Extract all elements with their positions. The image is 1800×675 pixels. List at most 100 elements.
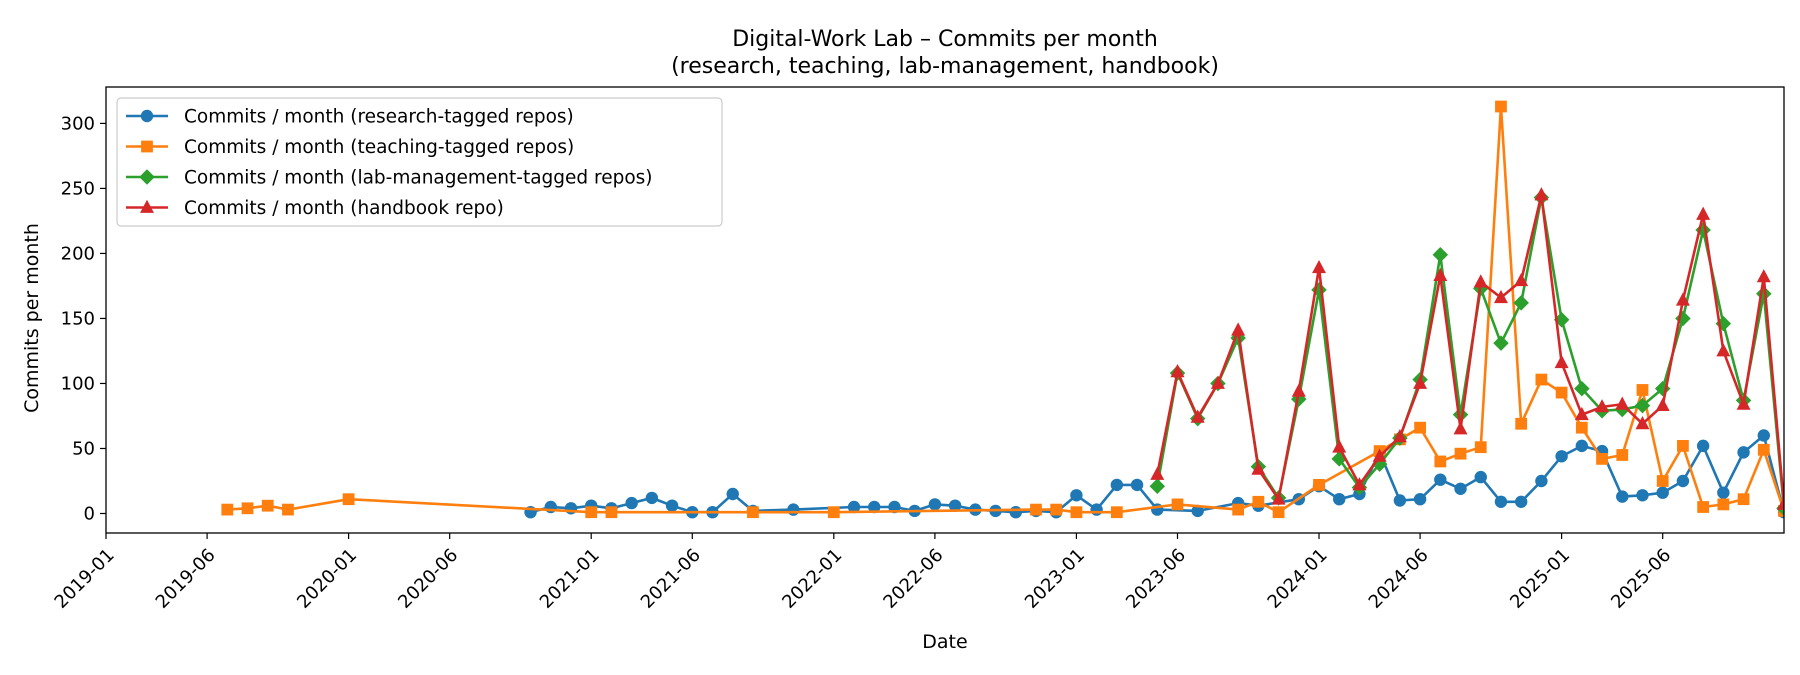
data-point-teaching-2025-02: [1575, 421, 1588, 434]
data-point-research-2022-02: [847, 500, 861, 514]
plot-frame: [105, 86, 1785, 534]
data-point-research-2025-09: [1717, 486, 1730, 499]
data-point-research-2024-08: [1454, 482, 1467, 495]
data-point-teaching-2025-05: [1636, 384, 1649, 396]
x-axis-ticks: 2019-01 2019-06 2020-01 2020-06 2021-01 2021-…: [51, 533, 1675, 613]
x-tick-label: 2020-06: [394, 545, 462, 613]
data-point-research-2025-01: [1555, 450, 1568, 463]
y-axis-ticks: 0 50 100 150 200 250 300: [61, 113, 106, 524]
data-point-teaching-2025-08: [1697, 501, 1710, 513]
chart-title-line-1: Digital-Work Lab – Commits per month: [732, 27, 1158, 52]
data-point-handbook-2024-11: [1514, 272, 1529, 287]
data-point-research-2022-07: [948, 499, 962, 512]
data-point-research-2024-06: [1413, 492, 1427, 506]
data-point-teaching-2025-09: [1717, 498, 1730, 511]
data-point-teaching-2024-07: [1434, 455, 1447, 468]
chart-title-line-2: (research, teaching, lab-management, han…: [671, 54, 1219, 79]
legend-item-lab-management: Commits / month (lab-management-tagged r…: [126, 168, 653, 189]
x-tick-label: 2024-06: [1365, 545, 1433, 613]
data-point-research-2022-06: [928, 498, 942, 511]
x-tick-label: 2023-01: [1021, 545, 1089, 613]
data-point-research-2024-12: [1535, 474, 1548, 488]
data-point-teaching-2024-11: [1515, 417, 1528, 430]
data-point-research-2023-07: [1191, 504, 1204, 518]
data-point-handbook-2024-10: [1493, 289, 1508, 304]
data-point-handbook-2024-02: [1332, 439, 1347, 453]
data-point-teaching-2023-10: [1252, 495, 1265, 508]
data-point-research-2024-05: [1393, 494, 1407, 507]
data-point-research-2025-11: [1757, 429, 1770, 442]
data-point-handbook-2025-02: [1574, 406, 1589, 421]
x-tick-label: 2025-01: [1506, 545, 1574, 613]
data-point-teaching-2024-01: [1313, 478, 1325, 491]
data-point-research-2022-03: [868, 500, 881, 514]
data-point-handbook-2023-05: [1150, 466, 1165, 480]
y-tick-label: 50: [72, 438, 95, 459]
data-point-research-2023-04: [1130, 478, 1144, 492]
data-point-lab-management-2023-05: [1149, 478, 1166, 494]
data-point-lab-management-2025-02: [1574, 380, 1590, 397]
data-point-lab-management-2024-08: [1452, 406, 1469, 423]
data-point-research-2021-08: [726, 487, 739, 501]
data-point-research-2024-10: [1494, 495, 1508, 508]
y-tick-label: 0: [84, 503, 95, 524]
series-layer: [221, 100, 1784, 519]
y-tick-label: 250: [61, 178, 95, 199]
x-tick-label: 2019-01: [51, 545, 119, 613]
data-point-research-2025-07: [1676, 474, 1690, 488]
legend-label-research: Commits / month (research-tagged repos): [184, 107, 574, 128]
x-tick-label: 2021-06: [637, 545, 705, 613]
data-point-lab-management-2024-07: [1432, 246, 1449, 263]
data-point-lab-management-2025-05: [1634, 397, 1651, 414]
data-point-handbook-2025-04: [1615, 396, 1630, 410]
data-point-research-2024-09: [1474, 470, 1487, 484]
y-tick-label: 300: [61, 113, 95, 134]
data-point-handbook-2025-12: [1777, 496, 1784, 510]
data-point-teaching-2024-06: [1414, 421, 1426, 434]
data-point-handbook-2024-07: [1433, 267, 1448, 281]
series-line-handbook: [1156, 193, 1784, 505]
data-point-teaching-2025-01: [1555, 386, 1568, 399]
data-point-teaching-2023-06: [1171, 498, 1184, 511]
data-point-handbook-2024-01: [1312, 259, 1326, 274]
data-point-teaching-2025-04: [1616, 449, 1629, 461]
x-tick-label: 2019-06: [152, 545, 220, 613]
data-point-lab-management-2024-11: [1513, 295, 1529, 311]
data-point-handbook-2023-10: [1251, 461, 1266, 475]
data-point-teaching-2022-11: [1030, 503, 1042, 516]
data-point-handbook-2024-05: [1392, 429, 1407, 443]
data-point-research-2023-03: [1110, 478, 1124, 492]
y-axis-label: Commits per month: [21, 223, 43, 413]
data-point-handbook-2025-01: [1554, 354, 1569, 369]
legend-item-research: Commits / month (research-tagged repos): [126, 107, 574, 128]
data-point-handbook-2023-11: [1271, 491, 1286, 505]
legend-marker-teaching: [141, 140, 153, 153]
series-handbook: [1150, 187, 1784, 510]
data-point-teaching-2024-09: [1474, 441, 1487, 454]
data-point-research-2021-11: [787, 503, 800, 516]
data-point-research-2025-06: [1656, 486, 1669, 499]
data-point-teaching-2019-08: [241, 502, 254, 515]
data-point-research-2022-10: [1009, 505, 1022, 519]
data-point-teaching-2021-02: [605, 506, 618, 519]
data-point-research-2023-02: [1090, 503, 1103, 516]
data-point-teaching-2021-01: [585, 506, 598, 519]
data-point-research-2024-07: [1434, 473, 1447, 486]
x-tick-label: 2025-06: [1607, 545, 1675, 613]
data-point-handbook-2024-03: [1352, 477, 1367, 491]
data-point-handbook-2024-06: [1413, 375, 1428, 389]
data-point-research-2023-01: [1070, 489, 1083, 502]
data-point-handbook-2025-09: [1716, 343, 1731, 357]
data-point-handbook-2025-10: [1736, 396, 1751, 410]
data-point-handbook-2025-05: [1635, 416, 1650, 430]
x-tick-label: 2022-06: [879, 545, 947, 613]
data-point-teaching-2019-10: [282, 503, 294, 516]
legend-item-teaching: Commits / month (teaching-tagged repos): [126, 137, 574, 158]
data-point-teaching-2025-03: [1596, 452, 1608, 465]
data-point-teaching-2025-10: [1737, 493, 1750, 506]
legend-marker-lab-management: [139, 169, 155, 185]
legend-marker-research: [140, 109, 154, 123]
data-point-handbook-2023-08: [1210, 375, 1225, 389]
y-tick-label: 150: [61, 308, 95, 329]
